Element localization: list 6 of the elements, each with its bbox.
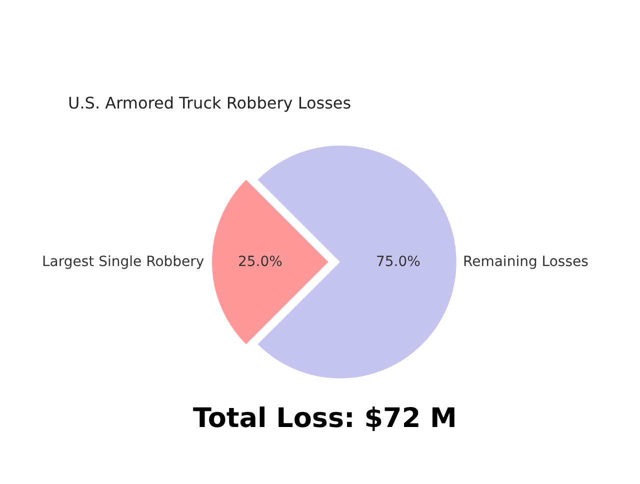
slice-label: Largest Single Robbery bbox=[42, 254, 204, 270]
chart-title: U.S. Armored Truck Robbery Losses bbox=[68, 94, 352, 113]
data-label: 75.0% bbox=[376, 254, 420, 270]
slice-label: Remaining Losses bbox=[463, 254, 588, 270]
data-label: 25.0% bbox=[238, 254, 282, 270]
text: Total Loss: $72 M bbox=[193, 403, 457, 434]
